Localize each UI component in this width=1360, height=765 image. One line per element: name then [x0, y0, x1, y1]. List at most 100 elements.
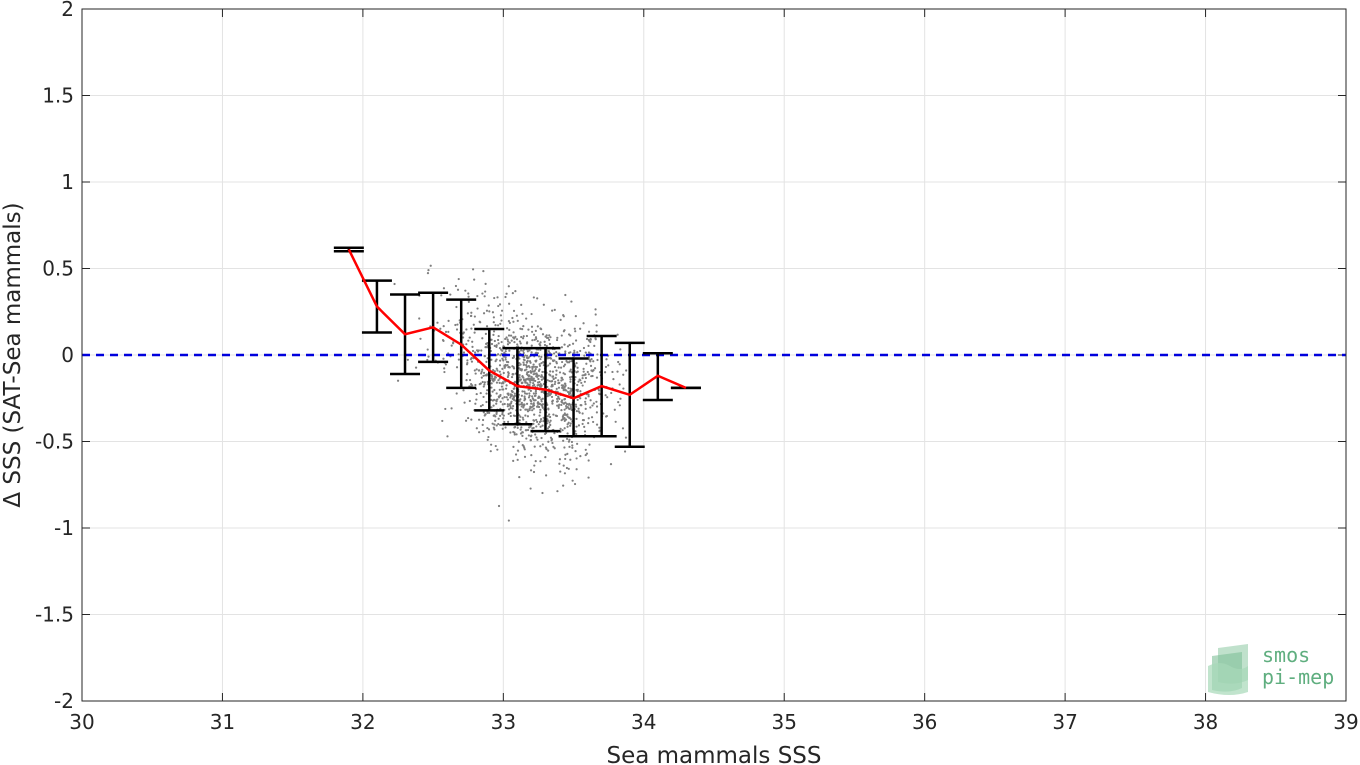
scatter-point — [504, 295, 507, 299]
scatter-point — [609, 463, 613, 466]
scatter-point — [611, 370, 614, 374]
scatter-point — [514, 290, 517, 293]
scatter-point — [584, 373, 587, 376]
scatter-point — [470, 311, 473, 314]
scatter-point — [481, 403, 484, 407]
scatter-point — [541, 491, 544, 495]
scatter-point — [486, 389, 489, 392]
scatter-point — [553, 308, 556, 311]
scatter-point — [513, 387, 516, 390]
scatter-point — [566, 345, 570, 348]
scatter-point — [468, 336, 471, 339]
scatter-point — [568, 445, 571, 448]
scatter-point — [587, 344, 590, 348]
mean-line — [347, 248, 687, 400]
scatter-point — [473, 331, 476, 334]
scatter-point — [522, 351, 525, 355]
scatter-point — [563, 412, 566, 415]
scatter-point — [538, 414, 541, 417]
scatter-point — [525, 402, 529, 405]
scatter-point — [476, 294, 479, 298]
scatter-point — [553, 352, 556, 355]
scatter-point — [506, 420, 510, 423]
scatter-point — [621, 427, 625, 430]
y-axis-label: Δ SSS (SAT-Sea mammals) — [0, 202, 26, 507]
scatter-point — [580, 381, 583, 385]
scatter-point — [551, 441, 554, 445]
scatter-point — [568, 407, 571, 411]
scatter-point — [475, 392, 478, 396]
scatter-point — [529, 405, 532, 408]
scatter-point — [533, 369, 536, 372]
scatter-point — [492, 404, 495, 407]
scatter-point — [567, 467, 570, 470]
scatter-point — [575, 361, 578, 365]
y-tick-label: 2 — [61, 0, 74, 21]
scatter-point — [443, 370, 446, 374]
scatter-point — [563, 382, 567, 385]
scatter-point — [557, 386, 561, 389]
scatter-point — [509, 402, 512, 405]
scatter-point — [566, 425, 569, 428]
scatter-point — [587, 476, 590, 479]
scatter-point — [467, 292, 470, 295]
scatter-point — [519, 342, 522, 345]
scatter-point — [525, 437, 528, 440]
scatter-point — [575, 410, 578, 413]
scatter-point — [495, 400, 498, 403]
scatter-point — [587, 338, 590, 342]
scatter-point — [504, 350, 507, 353]
scatter-point — [534, 329, 537, 332]
scatter-point — [486, 341, 489, 345]
scatter-point — [493, 423, 496, 426]
scatter-point — [555, 373, 558, 376]
scatter-point — [465, 378, 468, 382]
scatter-point — [563, 343, 566, 346]
scatter-point — [528, 426, 531, 429]
scatter-point — [505, 384, 508, 387]
scatter-point — [539, 460, 542, 463]
scatter-point — [525, 354, 529, 357]
scatter-point — [504, 356, 507, 359]
scatter-point — [546, 385, 549, 389]
scatter-point — [498, 381, 501, 384]
scatter-point — [436, 321, 439, 324]
scatter-point — [450, 407, 453, 410]
scatter-point — [537, 405, 540, 408]
scatter-point — [595, 423, 599, 426]
scatter-point — [567, 421, 570, 424]
scatter-point — [548, 425, 551, 428]
scatter-point — [606, 396, 609, 399]
scatter-point — [589, 338, 592, 341]
scatter-point — [575, 405, 578, 408]
scatter-point — [457, 353, 460, 356]
scatter-point — [496, 338, 500, 342]
scatter-point — [535, 418, 538, 422]
scatter-point — [485, 325, 489, 328]
y-tick-label: -0.5 — [35, 430, 74, 454]
scatter-point — [573, 349, 576, 352]
scatter-point — [574, 403, 577, 406]
scatter-point — [524, 392, 527, 395]
scatter-point — [539, 411, 542, 414]
scatter-point — [493, 344, 496, 348]
scatter-point — [525, 334, 529, 338]
scatter-point — [443, 367, 446, 370]
scatter-point — [540, 327, 543, 331]
y-tick-label: 0 — [61, 343, 74, 367]
scatter-point — [482, 374, 485, 377]
scatter-point — [519, 415, 522, 418]
scatter-point — [570, 300, 573, 303]
scatter-point — [532, 363, 535, 366]
scatter-point — [605, 415, 608, 418]
scatter-point — [575, 371, 578, 374]
scatter-point — [543, 340, 546, 343]
scatter-point — [507, 371, 510, 374]
scatter-point — [540, 400, 543, 403]
scatter-point — [558, 462, 561, 465]
scatter-point — [490, 406, 493, 409]
scatter-point — [470, 356, 473, 360]
scatter-point — [575, 468, 578, 471]
scatter-point — [613, 408, 616, 411]
